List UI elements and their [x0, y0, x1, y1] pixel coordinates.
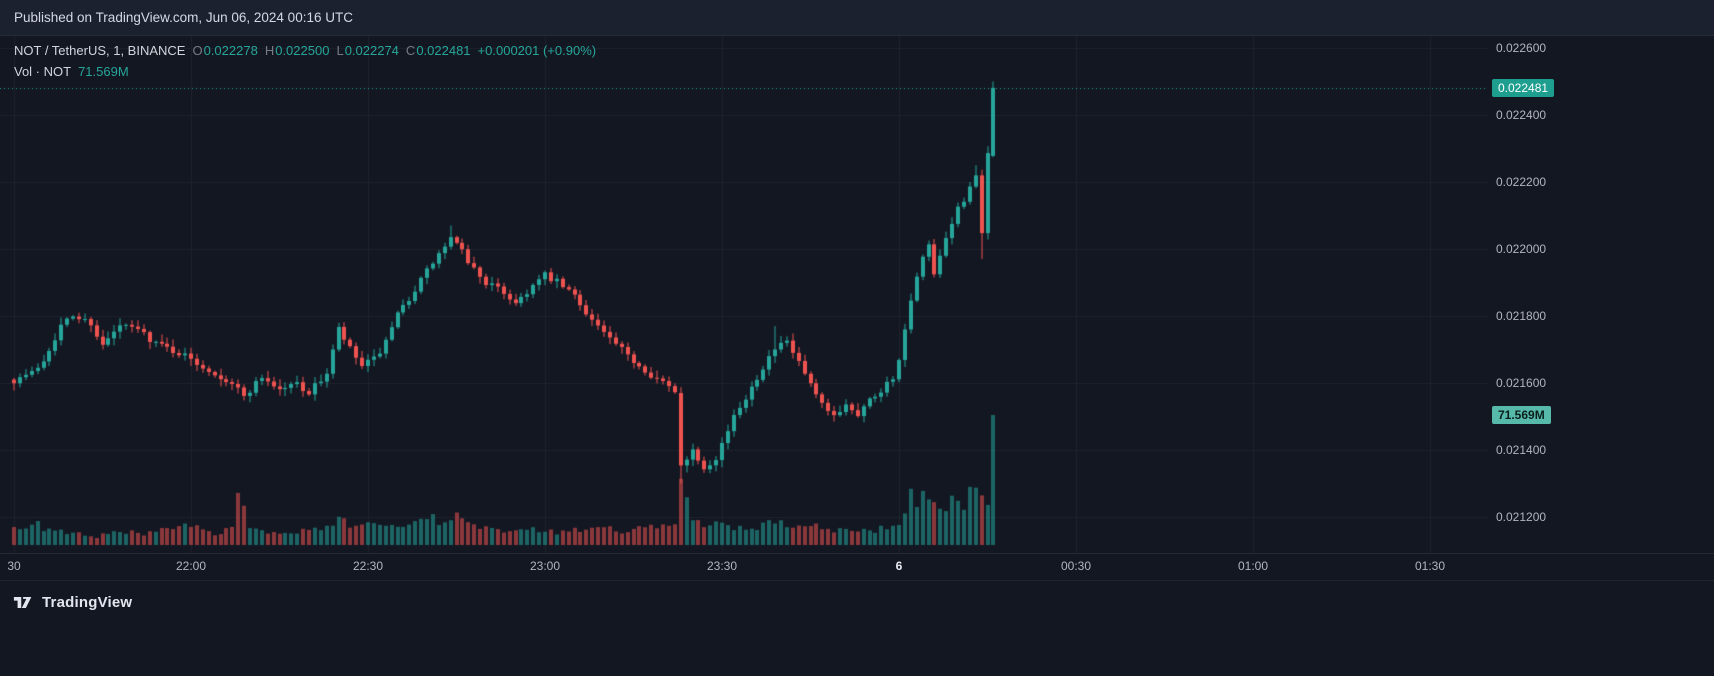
volume-value: 71.569M: [78, 64, 129, 79]
time-axis-label: 6: [895, 559, 903, 573]
time-axis-label: 30: [7, 559, 21, 573]
change-value: +0.000201 (+0.90%): [477, 43, 597, 58]
time-axis-label: 01:30: [1414, 559, 1446, 573]
last-price-badge: 0.022481: [1492, 78, 1555, 97]
ohlc-low: L 0.022274: [336, 43, 399, 58]
legend-volume-row: Vol · NOT 71.569M: [14, 64, 596, 85]
published-bar: Published on TradingView.com, Jun 06, 20…: [0, 0, 1714, 36]
time-axis[interactable]: 30 22:00 22:30 23:00 23:30 6 00:30 01:00 01:30: [0, 553, 1714, 580]
time-axis-label: 22:30: [352, 559, 384, 573]
time-axis-label: 23:00: [529, 559, 561, 573]
tradingview-wordmark: TradingView: [42, 594, 133, 611]
symbol-title: NOT / TetherUS, 1, BINANCE: [14, 43, 186, 58]
time-axis-label: 01:00: [1237, 559, 1269, 573]
price-axis-label: 0.022400: [1496, 107, 1547, 122]
footer: TradingView: [0, 580, 1714, 676]
price-axis-label: 0.021200: [1496, 509, 1547, 524]
candlestick-chart-canvas[interactable]: [0, 36, 1488, 553]
volume-badge: 71.569M: [1492, 406, 1551, 424]
published-text: Published on TradingView.com, Jun 06, 20…: [14, 10, 353, 25]
time-axis-label: 23:30: [706, 559, 738, 573]
price-axis-label: 0.022200: [1496, 174, 1547, 189]
chart-legend: NOT / TetherUS, 1, BINANCE O 0.022278 H …: [14, 43, 596, 85]
time-axis-label: 00:30: [1060, 559, 1092, 573]
ohlc-close: C 0.022481: [405, 43, 471, 58]
price-axis-label: 0.021800: [1496, 308, 1547, 323]
ohlc-open: O 0.022278: [192, 43, 258, 58]
price-axis-label: 0.022000: [1496, 241, 1547, 256]
legend-symbol-row: NOT / TetherUS, 1, BINANCE O 0.022278 H …: [14, 43, 596, 64]
price-axis-label: 0.021400: [1496, 442, 1547, 457]
volume-title: Vol · NOT: [14, 64, 72, 79]
tradingview-logo-icon: [13, 595, 35, 610]
price-axis-label: 0.022600: [1496, 40, 1547, 55]
price-axis-label: 0.021600: [1496, 375, 1547, 390]
chart-area: NOT / TetherUS, 1, BINANCE O 0.022278 H …: [0, 36, 1714, 553]
time-axis-label: 22:00: [175, 559, 207, 573]
tradingview-home-link[interactable]: TradingView: [13, 594, 132, 611]
price-axis[interactable]: 0.022481 71.569M 0.022600 0.022400 0.02220…: [1488, 36, 1714, 553]
ohlc-high: H 0.022500: [264, 43, 330, 58]
